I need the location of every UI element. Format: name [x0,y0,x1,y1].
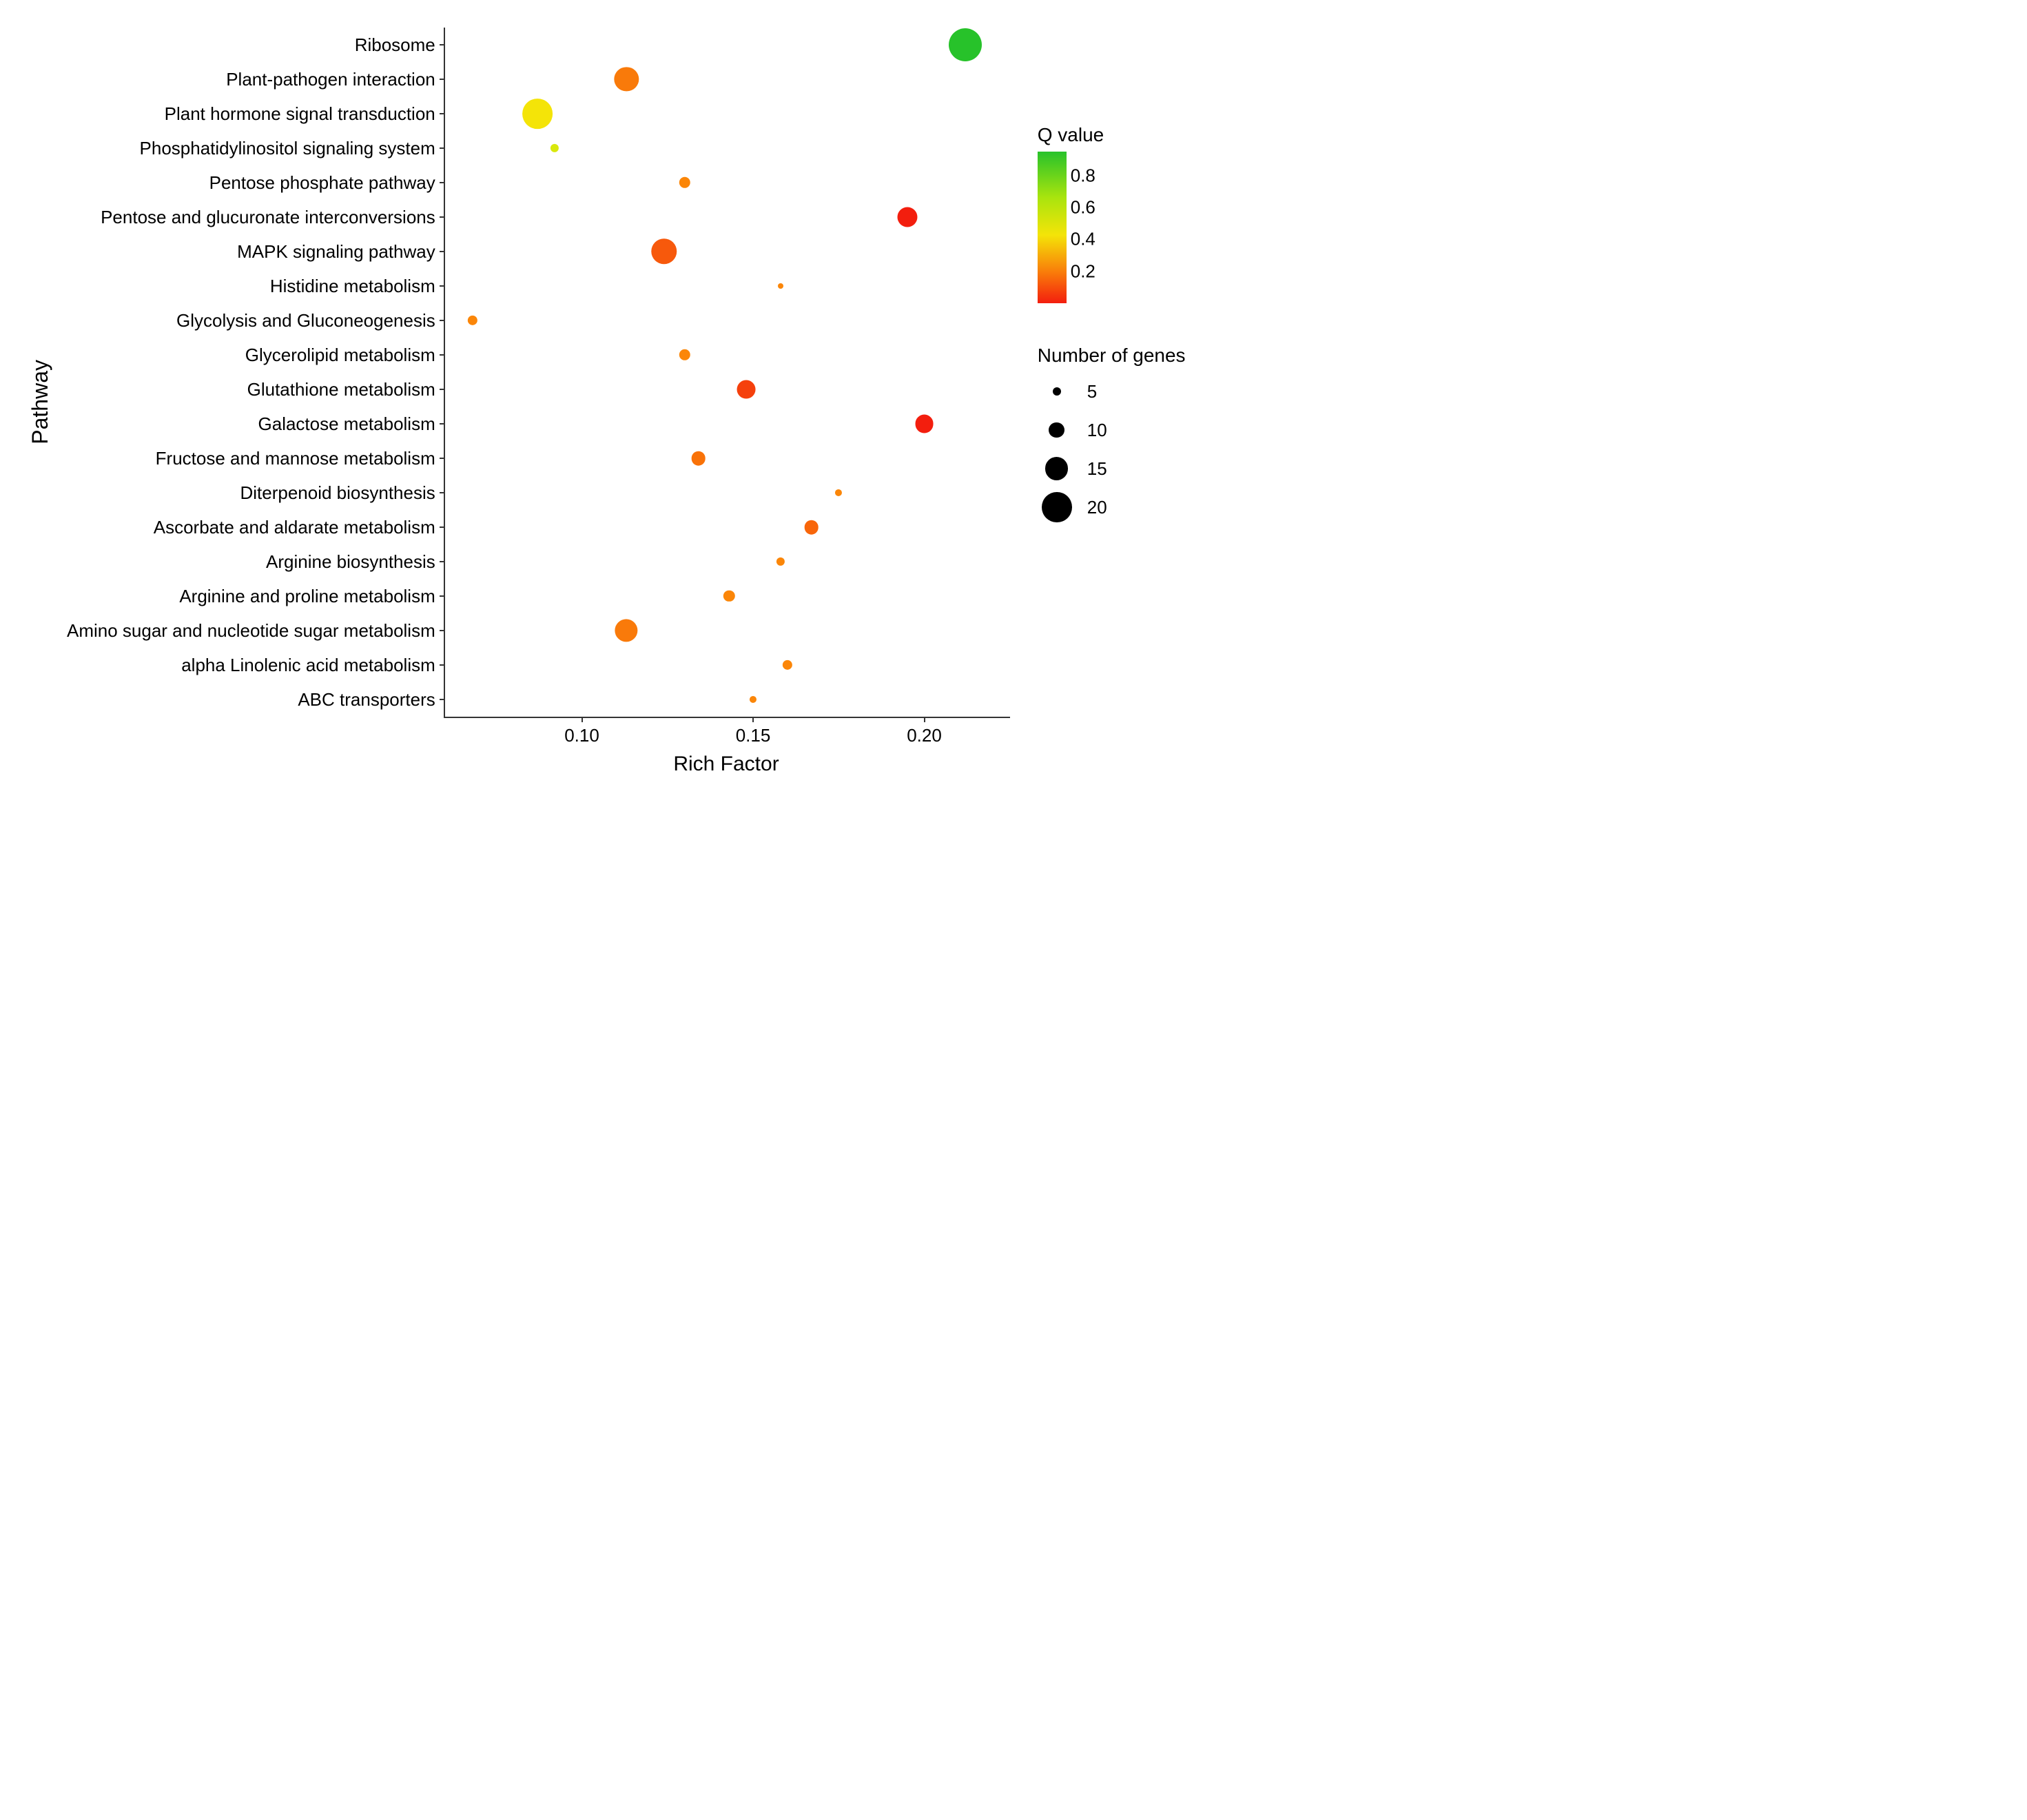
size-legend-item: 10 [1038,411,1186,449]
size-legend-label: 20 [1087,497,1107,518]
size-legend-title: Number of genes [1038,345,1186,367]
size-legend-label: 5 [1087,381,1097,402]
colorbar-tick-label: 0.2 [1071,260,1095,282]
y-tick [440,113,445,114]
colorbar-tick-label: 0.4 [1071,229,1095,250]
y-tick-label: Arginine biosynthesis [67,544,435,579]
y-tick [440,526,445,528]
y-tick [440,492,445,493]
data-point [783,660,792,670]
x-tick [924,717,925,722]
size-legend-items: 5 10 15 20 [1038,372,1186,526]
color-legend-title: Q value [1038,124,1186,146]
data-point [691,451,706,466]
size-legend-label: 15 [1087,458,1107,480]
colorbar-tick-label: 0.8 [1071,165,1095,186]
y-tick-label: Glycolysis and Gluconeogenesis [67,303,435,338]
y-tick [440,44,445,45]
x-axis-title-text: Rich Factor [673,753,779,775]
plot-wrapper: RibosomePlant-pathogen interactionPlant … [67,28,1010,776]
data-point [679,177,690,188]
y-tick-label: MAPK signaling pathway [67,234,435,269]
data-point [614,67,638,91]
legends: Q value 0.20.40.60.8 Number of genes 510… [1038,28,1186,526]
data-point [776,558,785,566]
data-point [615,619,638,642]
y-tick-label: Ribosome [67,28,435,62]
data-point [737,380,756,399]
y-tick-label: Plant-pathogen interaction [67,62,435,96]
data-point [750,696,757,703]
y-tick [440,320,445,321]
y-tick-label: Glutathione metabolism [67,372,435,407]
size-legend-item: 15 [1038,449,1186,488]
y-tick [440,423,445,425]
plot-area: 0.100.150.20 [444,28,1010,718]
y-tick [440,285,445,287]
y-tick-label: Pentose phosphate pathway [67,165,435,200]
y-tick [440,630,445,631]
x-tick-label: 0.15 [736,725,771,746]
y-tick [440,182,445,183]
size-swatch [1045,457,1068,480]
y-tick-label: Histidine metabolism [67,269,435,303]
data-point [651,238,677,264]
y-tick [440,147,445,149]
y-tick-label: Pentose and glucuronate interconversions [67,200,435,234]
y-tick-label: Amino sugar and nucleotide sugar metabol… [67,613,435,648]
data-point [897,207,917,227]
size-swatch [1042,492,1072,522]
size-legend-label: 10 [1087,420,1107,441]
y-tick [440,664,445,666]
x-tick-label: 0.10 [564,725,599,746]
y-tick-label: Galactose metabolism [67,407,435,441]
data-point [679,349,690,360]
y-axis-labels: RibosomePlant-pathogen interactionPlant … [67,28,444,717]
x-tick [582,717,583,722]
data-point [835,489,842,496]
data-point [551,144,559,152]
data-point [723,591,734,602]
size-legend: Number of genes 5 10 15 20 [1038,345,1186,526]
y-tick-label: Arginine and proline metabolism [67,579,435,613]
y-tick [440,458,445,459]
data-point [949,28,982,61]
x-tick-label: 0.20 [907,725,942,746]
data-point [804,520,819,535]
y-tick [440,561,445,562]
y-tick-label: ABC transporters [67,682,435,717]
x-tick [752,717,754,722]
colorbar: 0.20.40.60.8 [1038,152,1067,303]
y-tick-label: Glycerolipid metabolism [67,338,435,372]
size-swatch [1049,422,1064,438]
size-legend-item: 5 [1038,372,1186,411]
size-swatch [1053,387,1061,396]
y-tick-label: Fructose and mannose metabolism [67,441,435,476]
y-tick [440,216,445,218]
y-tick-label: Ascorbate and aldarate metabolism [67,510,435,544]
enrichment-bubble-chart: Pathway RibosomePlant-pathogen interacti… [28,28,1999,776]
x-axis-title: Rich Factor [444,753,1009,776]
y-tick [440,595,445,597]
y-tick-label: Plant hormone signal transduction [67,96,435,131]
size-legend-item: 20 [1038,488,1186,526]
data-point [915,415,934,433]
y-tick-label: Diterpenoid biosynthesis [67,476,435,510]
data-point [778,283,783,289]
y-axis-title: Pathway [28,360,53,444]
y-tick [440,251,445,252]
data-point [467,316,477,325]
y-tick-label: alpha Linolenic acid metabolism [67,648,435,682]
colorbar-tick-label: 0.6 [1071,197,1095,218]
data-point [522,99,553,129]
y-tick-label: Phosphatidylinositol signaling system [67,131,435,165]
y-tick [440,79,445,80]
y-tick [440,389,445,390]
y-tick [440,354,445,356]
color-legend: Q value 0.20.40.60.8 [1038,124,1186,303]
y-tick [440,699,445,700]
